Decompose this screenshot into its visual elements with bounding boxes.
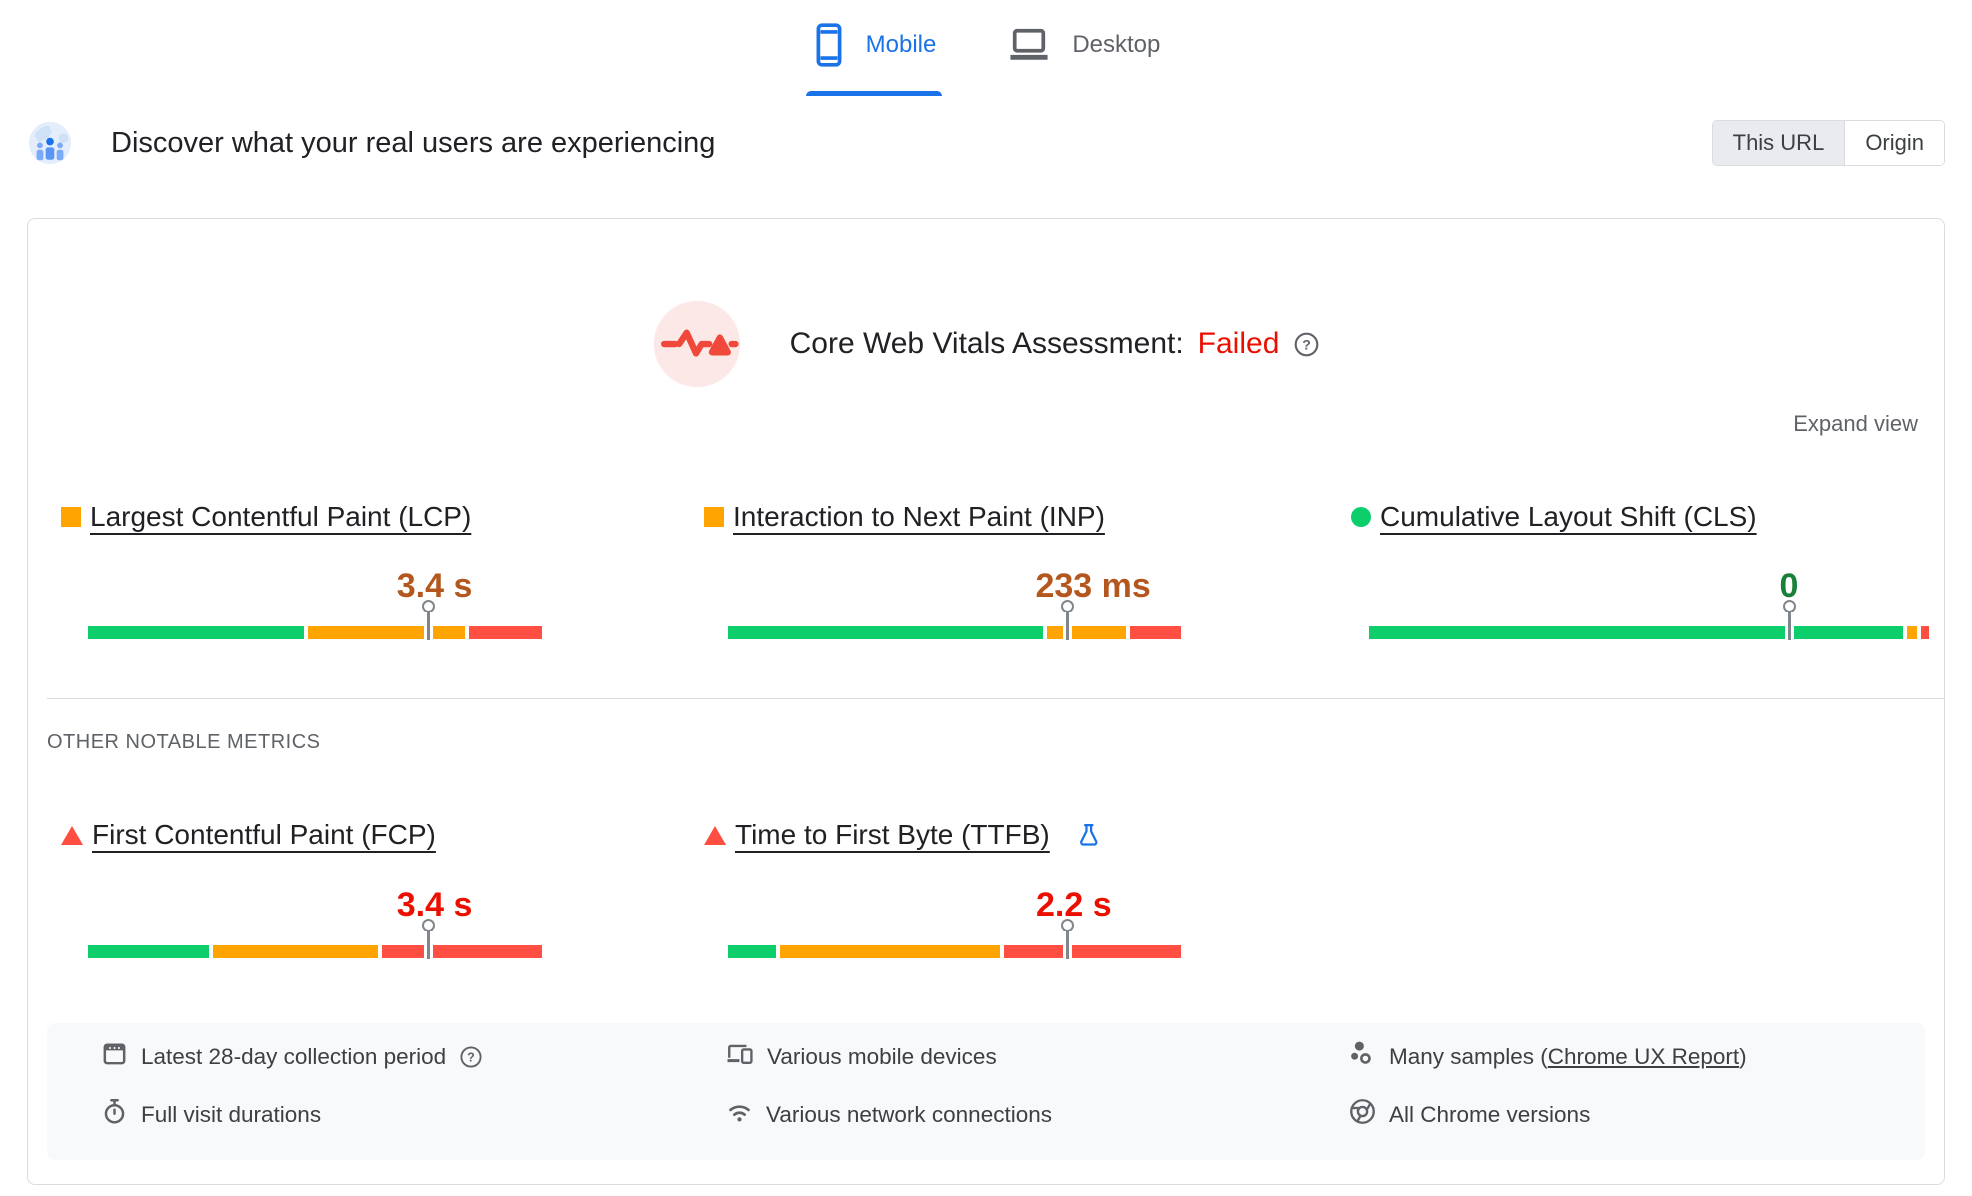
field-data-title: Discover what your real users are experi… <box>111 126 716 159</box>
collection-info-footer: Latest 28-day collection period ? <box>47 1023 1925 1160</box>
metric-inp-link[interactable]: Interaction to Next Paint (INP) <box>733 501 1105 532</box>
scope-toggle: This URL Origin <box>1711 120 1945 166</box>
devices-item: Various mobile devices <box>726 1040 1052 1073</box>
p75-marker <box>422 600 436 640</box>
poor-triangle-icon <box>61 825 83 845</box>
poor-triangle-icon <box>704 825 726 845</box>
collection-period-label: Latest 28-day collection period <box>141 1043 447 1069</box>
p75-marker <box>1061 600 1075 640</box>
chrome-ux-report-link[interactable]: Chrome UX Report <box>1547 1043 1740 1069</box>
core-web-vitals-card: Core Web Vitals Assessment: Failed ? Exp… <box>27 218 1945 1185</box>
scope-this-url-button[interactable]: This URL <box>1712 121 1845 165</box>
cwv-assessment-row: Core Web Vitals Assessment: Failed ? <box>28 299 1944 389</box>
metric-cls-value: 0 <box>1779 567 1799 605</box>
device-tabs: Mobile Desktop <box>0 14 1972 96</box>
calendar-icon <box>101 1040 128 1073</box>
section-divider <box>47 698 1944 699</box>
network-item: Various network connections <box>726 1098 1052 1131</box>
mobile-phone-icon <box>812 22 846 68</box>
good-circle-icon <box>1351 507 1371 527</box>
samples-item: Many samples (Chrome UX Report) <box>1349 1040 1747 1073</box>
visit-durations-label: Full visit durations <box>141 1101 322 1127</box>
devices-label: Various mobile devices <box>767 1043 997 1069</box>
metric-cls: Cumulative Layout Shift (CLS) 0 <box>1351 501 1938 640</box>
tab-desktop-label: Desktop <box>1072 31 1161 58</box>
devices-icon <box>726 1040 754 1073</box>
svg-text:?: ? <box>467 1050 475 1064</box>
other-metrics-heading: OTHER NOTABLE METRICS <box>47 731 321 753</box>
tab-mobile-label: Mobile <box>865 31 937 58</box>
chrome-logo-icon <box>1349 1098 1376 1131</box>
desktop-laptop-icon <box>1006 25 1052 65</box>
inp-distribution-bar: 233 ms <box>728 567 1181 640</box>
metric-fcp: First Contentful Paint (FCP) 3.4 s <box>61 819 542 959</box>
stopwatch-icon <box>101 1098 128 1131</box>
metric-lcp-link[interactable]: Largest Contentful Paint (LCP) <box>90 501 472 532</box>
tab-desktop[interactable]: Desktop <box>1000 14 1166 96</box>
samples-dots-icon <box>1349 1040 1376 1073</box>
cwv-assessment-text: Core Web Vitals Assessment: Failed ? <box>790 327 1321 361</box>
lcp-distribution-bar: 3.4 s <box>88 567 542 640</box>
ttfb-distribution-bar: 2.2 s <box>728 886 1181 959</box>
metric-ttfb: Time to First Byte (TTFB) 2.2 s <box>704 819 1184 959</box>
metric-inp: Interaction to Next Paint (INP) 233 ms <box>704 501 1184 640</box>
p75-marker <box>1782 600 1796 640</box>
scope-origin-button[interactable]: Origin <box>1844 121 1944 165</box>
cwv-assessment-result: Failed <box>1197 327 1280 360</box>
assessment-help-icon[interactable]: ? <box>1293 331 1320 358</box>
cwv-assessment-heading: Core Web Vitals Assessment: <box>789 327 1184 360</box>
samples-label: Many samples (Chrome UX Report) <box>1389 1043 1747 1069</box>
metric-lcp: Largest Contentful Paint (LCP) 3.4 s <box>61 501 542 640</box>
metric-inp-value: 233 ms <box>1035 567 1151 605</box>
crux-globe-icon <box>27 120 73 166</box>
needs-improvement-square-icon <box>704 507 724 527</box>
collection-period-item: Latest 28-day collection period ? <box>101 1040 483 1073</box>
metric-fcp-link[interactable]: First Contentful Paint (FCP) <box>92 819 436 850</box>
metric-fcp-value: 3.4 s <box>396 886 473 924</box>
experimental-flask-icon[interactable] <box>1075 822 1102 849</box>
field-data-header: Discover what your real users are experi… <box>27 120 1945 166</box>
metric-cls-link[interactable]: Cumulative Layout Shift (CLS) <box>1380 501 1757 532</box>
chrome-versions-item: All Chrome versions <box>1349 1098 1747 1131</box>
tab-mobile[interactable]: Mobile <box>805 14 943 96</box>
chrome-versions-label: All Chrome versions <box>1389 1101 1591 1127</box>
visit-durations-item: Full visit durations <box>101 1098 483 1131</box>
expand-view-button[interactable]: Expand view <box>1793 411 1918 436</box>
wifi-network-icon <box>726 1098 753 1131</box>
metric-ttfb-value: 2.2 s <box>1035 886 1112 924</box>
svg-text:?: ? <box>1303 336 1312 352</box>
pulse-badge-icon <box>652 299 742 389</box>
metric-ttfb-link[interactable]: Time to First Byte (TTFB) <box>735 819 1050 850</box>
collection-period-help-icon[interactable]: ? <box>459 1045 483 1069</box>
needs-improvement-square-icon <box>61 507 81 527</box>
cls-distribution-bar: 0 <box>1369 567 1929 640</box>
metric-lcp-value: 3.4 s <box>396 567 473 605</box>
p75-marker <box>1061 919 1075 959</box>
p75-marker <box>422 919 436 959</box>
network-label: Various network connections <box>766 1101 1052 1127</box>
fcp-distribution-bar: 3.4 s <box>88 886 542 959</box>
